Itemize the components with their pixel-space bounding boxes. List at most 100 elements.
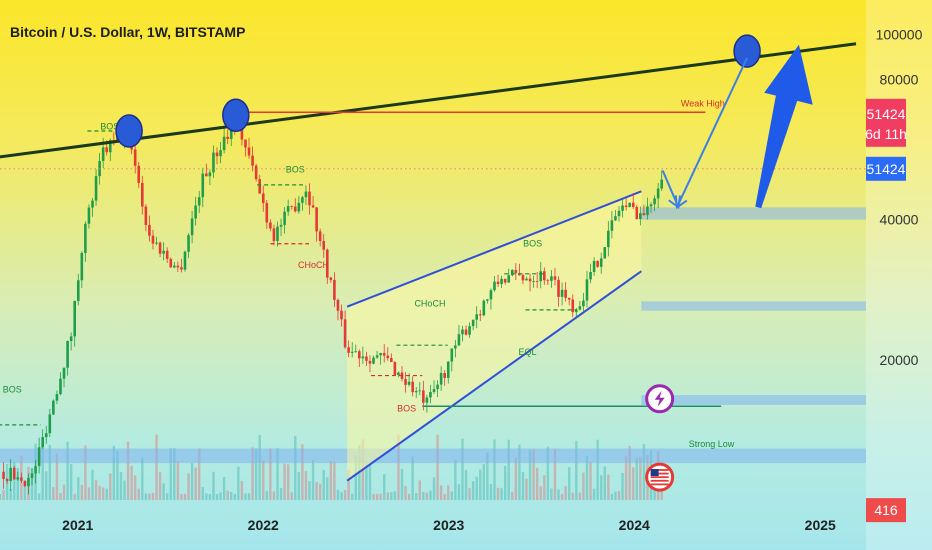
candle-body — [567, 297, 571, 300]
volume-bar — [457, 484, 461, 500]
volume-bar — [290, 492, 293, 500]
candle-body — [550, 276, 553, 281]
candle-body — [62, 367, 66, 379]
candle-body — [244, 139, 247, 148]
volume-bar — [521, 471, 525, 500]
volume-bar — [639, 456, 642, 500]
volume-badge — [866, 498, 906, 523]
candle-body — [197, 197, 201, 206]
volume-bar — [126, 441, 130, 500]
candle-body — [454, 345, 457, 349]
candle-body — [532, 281, 535, 282]
candle-body — [543, 271, 546, 281]
volume-bar — [365, 461, 368, 500]
volume-bar — [596, 439, 599, 500]
candle-body — [343, 319, 347, 348]
volume-bar — [564, 486, 567, 500]
candle-body — [575, 309, 578, 313]
volume-bar — [205, 493, 208, 500]
candle-body — [137, 165, 141, 183]
x-tick-label: 2025 — [805, 517, 836, 533]
candle-body — [393, 362, 397, 376]
volume-bar — [251, 447, 254, 500]
volume-badge-value: 416 — [874, 502, 898, 518]
candle-body — [304, 191, 308, 198]
candle-body — [368, 360, 372, 364]
candle-body — [649, 204, 653, 207]
volume-bar — [315, 481, 318, 500]
y-tick-label: 40000 — [880, 212, 919, 228]
volume-bar — [443, 494, 446, 500]
volume-bar — [560, 494, 564, 500]
volume-bar — [589, 462, 592, 500]
candle-body — [148, 224, 151, 236]
volume-bar — [568, 467, 571, 500]
candle-body — [155, 242, 158, 244]
candle-body — [390, 358, 393, 363]
volume-bar — [286, 464, 290, 500]
volume-bar — [496, 487, 500, 500]
volume-bar — [265, 491, 269, 500]
candle-body — [293, 206, 297, 212]
volume-bar — [98, 485, 101, 500]
channel-lower-line — [346, 270, 642, 482]
candle-body — [226, 136, 229, 139]
candle-body — [397, 372, 400, 376]
candle-body — [461, 329, 464, 335]
volume-bar — [215, 493, 219, 500]
volume-bar — [23, 487, 27, 500]
candle-body — [52, 400, 55, 415]
volume-bar — [144, 493, 148, 500]
volume-bar — [272, 491, 276, 500]
volume-bar — [585, 456, 589, 500]
volume-bar — [546, 446, 550, 500]
volume-bar — [151, 493, 155, 500]
us-flag-stripe — [650, 479, 669, 482]
candle-body — [525, 278, 528, 281]
channel-upper-line — [346, 190, 642, 308]
price-badge-blue — [866, 156, 906, 181]
candle-body — [660, 179, 663, 189]
volume-bar — [333, 462, 336, 500]
volume-bar — [550, 488, 553, 500]
candle-body — [141, 182, 144, 207]
annotations-layer: BOS BOS CHoCH CHoCH BOS BOS EQL BOS Weak High Str… — [3, 98, 735, 449]
candle-body — [358, 351, 361, 359]
volume-bar — [514, 457, 518, 500]
candle-body — [610, 220, 614, 231]
candle-body — [261, 193, 265, 204]
annotation-label: EQL — [519, 347, 537, 357]
candle-body — [478, 314, 482, 316]
candle-body — [269, 222, 272, 229]
y-tick-label: 80000 — [880, 71, 919, 87]
candle-body — [247, 147, 251, 156]
candle-body — [41, 437, 44, 448]
chart-title: Bitcoin / U.S. Dollar, 1W, BITSTAMP — [10, 24, 245, 40]
volume-bar — [294, 435, 297, 500]
volume-bar — [454, 459, 457, 500]
volume-bar — [429, 490, 432, 500]
candle-body — [219, 150, 222, 157]
volume-bar — [198, 448, 201, 500]
volume-bar — [55, 453, 59, 500]
candle-body — [475, 314, 479, 320]
demand-zone — [641, 395, 866, 405]
axis-layer: 20000 40000 80000 100000 2021 2022 2023 2024 202… — [62, 26, 922, 533]
candle-body — [365, 356, 368, 361]
candle-body — [44, 433, 48, 438]
candle-body — [411, 381, 414, 393]
candle-body — [496, 281, 500, 285]
highlight-circle — [733, 34, 761, 68]
candle-body — [290, 206, 294, 207]
volume-bar — [404, 486, 407, 500]
projection-arrowhead — [674, 195, 688, 210]
volume-bar — [311, 460, 315, 500]
volume-bar — [436, 434, 439, 500]
candle-body — [468, 326, 471, 335]
candle-body — [105, 147, 109, 153]
volume-bar — [493, 439, 496, 500]
candle-body — [315, 207, 318, 232]
candle-body — [603, 247, 607, 259]
volume-bar — [269, 448, 272, 500]
volume-bar — [222, 476, 226, 500]
